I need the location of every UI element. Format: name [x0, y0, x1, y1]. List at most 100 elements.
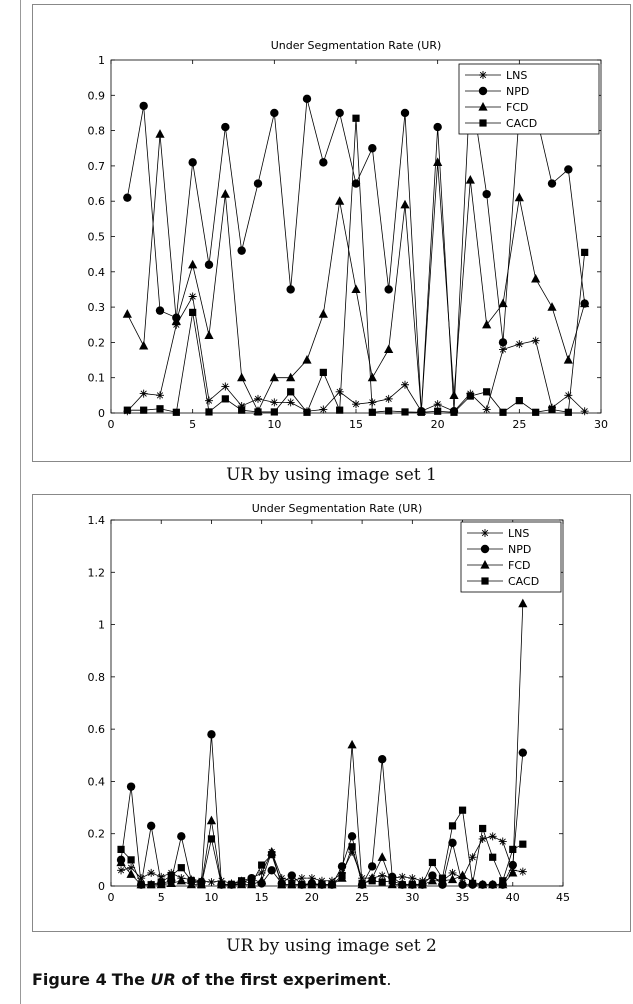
data-point-lns — [207, 878, 216, 887]
data-point-cacd — [319, 368, 327, 377]
data-point-lns — [448, 868, 457, 877]
data-point-cacd — [499, 877, 507, 885]
data-point-cacd — [298, 881, 306, 889]
x-tick-label: 35 — [456, 891, 470, 904]
data-point-cacd — [137, 881, 145, 889]
data-point-cacd — [117, 845, 125, 853]
data-point-lns — [352, 400, 360, 409]
data-point-npd — [400, 108, 410, 118]
data-point-lns — [384, 394, 393, 403]
data-point-cacd — [205, 408, 213, 416]
data-point-cacd — [515, 397, 523, 405]
x-tick-label: 0 — [108, 891, 115, 904]
data-point-npd — [433, 122, 442, 132]
data-point-lns — [348, 848, 357, 857]
data-point-lns — [368, 398, 377, 407]
data-point-cacd — [156, 405, 164, 413]
data-point-fcd — [531, 273, 541, 283]
data-point-fcd — [237, 372, 247, 382]
figure-caption-period: . — [386, 970, 392, 989]
legend-marker-npd — [478, 86, 488, 96]
data-point-fcd — [547, 302, 557, 311]
data-point-cacd — [287, 388, 295, 396]
data-point-cacd — [268, 851, 276, 859]
data-point-cacd — [167, 871, 175, 880]
chart-title: Under Segmentation Rate (UR) — [271, 39, 442, 52]
data-point-cacd — [564, 408, 572, 416]
data-point-npd — [207, 730, 216, 739]
data-point-cacd — [368, 408, 376, 416]
legend-label: NPD — [508, 543, 531, 556]
data-point-lns — [408, 874, 417, 883]
data-point-lns — [564, 391, 573, 400]
data-point-fcd — [166, 878, 176, 887]
data-point-lns — [498, 837, 507, 846]
data-point-lns — [401, 380, 409, 389]
x-tick-label: 15 — [255, 891, 269, 904]
data-point-lns — [270, 398, 279, 407]
data-point-cacd — [172, 408, 180, 416]
panel-caption-2: UR by using image set 2 — [226, 936, 437, 956]
y-tick-label: 0.2 — [88, 336, 106, 349]
data-point-lns — [221, 382, 230, 391]
data-point-fcd — [155, 129, 165, 138]
data-point-cacd — [147, 881, 155, 889]
data-point-npd — [498, 338, 508, 347]
data-point-cacd — [466, 392, 474, 400]
legend-label: FCD — [506, 101, 528, 114]
figure-caption-post: of the first experiment — [175, 970, 387, 989]
x-tick-label: 10 — [204, 891, 218, 904]
data-point-npd — [351, 179, 361, 188]
data-point-lns — [335, 387, 344, 396]
data-point-npd — [139, 101, 148, 111]
data-point-cacd — [348, 843, 356, 851]
y-tick-label: 0.7 — [88, 160, 106, 173]
data-point-fcd — [204, 330, 214, 339]
legend-marker-cacd — [479, 119, 487, 127]
legend-label: CACD — [506, 117, 537, 130]
data-point-npd — [302, 94, 312, 104]
data-point-cacd — [278, 881, 286, 889]
data-point-lns — [398, 872, 407, 881]
data-point-fcd — [302, 355, 312, 364]
data-point-lns — [137, 874, 146, 883]
legend-marker-lns — [481, 529, 489, 537]
x-tick-label: 25 — [355, 891, 369, 904]
data-point-cacd — [388, 877, 396, 885]
data-point-npd — [428, 871, 437, 880]
data-point-npd — [123, 193, 132, 202]
data-point-fcd — [427, 875, 438, 885]
data-point-npd — [347, 832, 357, 841]
data-point-fcd — [508, 867, 518, 877]
data-point-cacd — [270, 408, 278, 416]
data-point-cacd — [177, 864, 185, 872]
data-point-lns — [515, 340, 524, 349]
data-point-fcd — [126, 869, 136, 878]
x-tick-label: 0 — [108, 418, 115, 431]
data-point-lns — [139, 389, 148, 398]
figure-panel-1: Under Segmentation Rate (UR) 0 5 10 15 20 25 30… — [32, 4, 631, 462]
legend-box — [460, 521, 562, 593]
data-point-cacd — [157, 878, 165, 886]
data-point-cacd — [479, 824, 487, 833]
data-point-npd — [155, 306, 165, 315]
data-point-fcd — [176, 875, 186, 885]
data-point-cacd — [227, 881, 236, 889]
data-point-lns — [478, 834, 487, 843]
data-point-cacd — [358, 879, 366, 887]
legend-marker-npd — [480, 544, 490, 554]
y-tick-label: 0.2 — [88, 828, 106, 841]
data-point-cacd — [338, 871, 346, 880]
data-point-fcd — [449, 390, 459, 399]
data-point-cacd — [308, 881, 316, 889]
series-cacd — [117, 806, 527, 889]
legend-marker-fcd — [480, 560, 490, 569]
data-point-npd — [126, 782, 136, 791]
data-point-cacd — [197, 881, 205, 889]
y-tick-label: 0.8 — [88, 125, 106, 138]
y-tick-label: 0.6 — [88, 195, 106, 208]
data-point-fcd — [116, 857, 126, 867]
y-tick-label: 0.1 — [88, 372, 106, 385]
y-tick-label: 0.4 — [88, 775, 106, 788]
data-point-cacd — [548, 405, 556, 414]
